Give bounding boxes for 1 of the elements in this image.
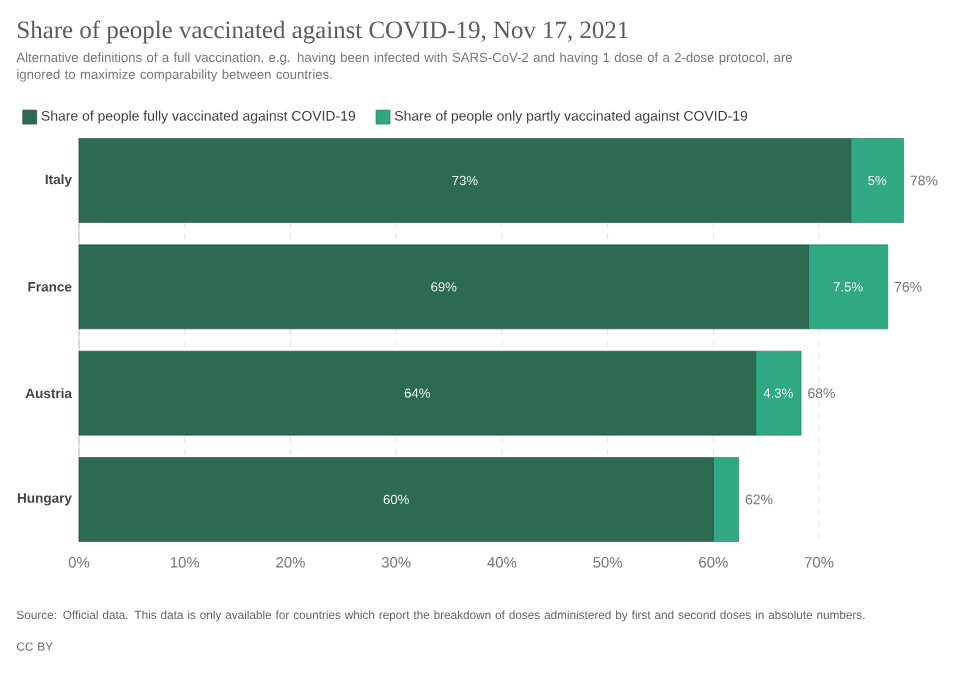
chart-title: Share of people vaccinated against COVID-19, Nov 17, 2021 xyxy=(18,20,628,44)
